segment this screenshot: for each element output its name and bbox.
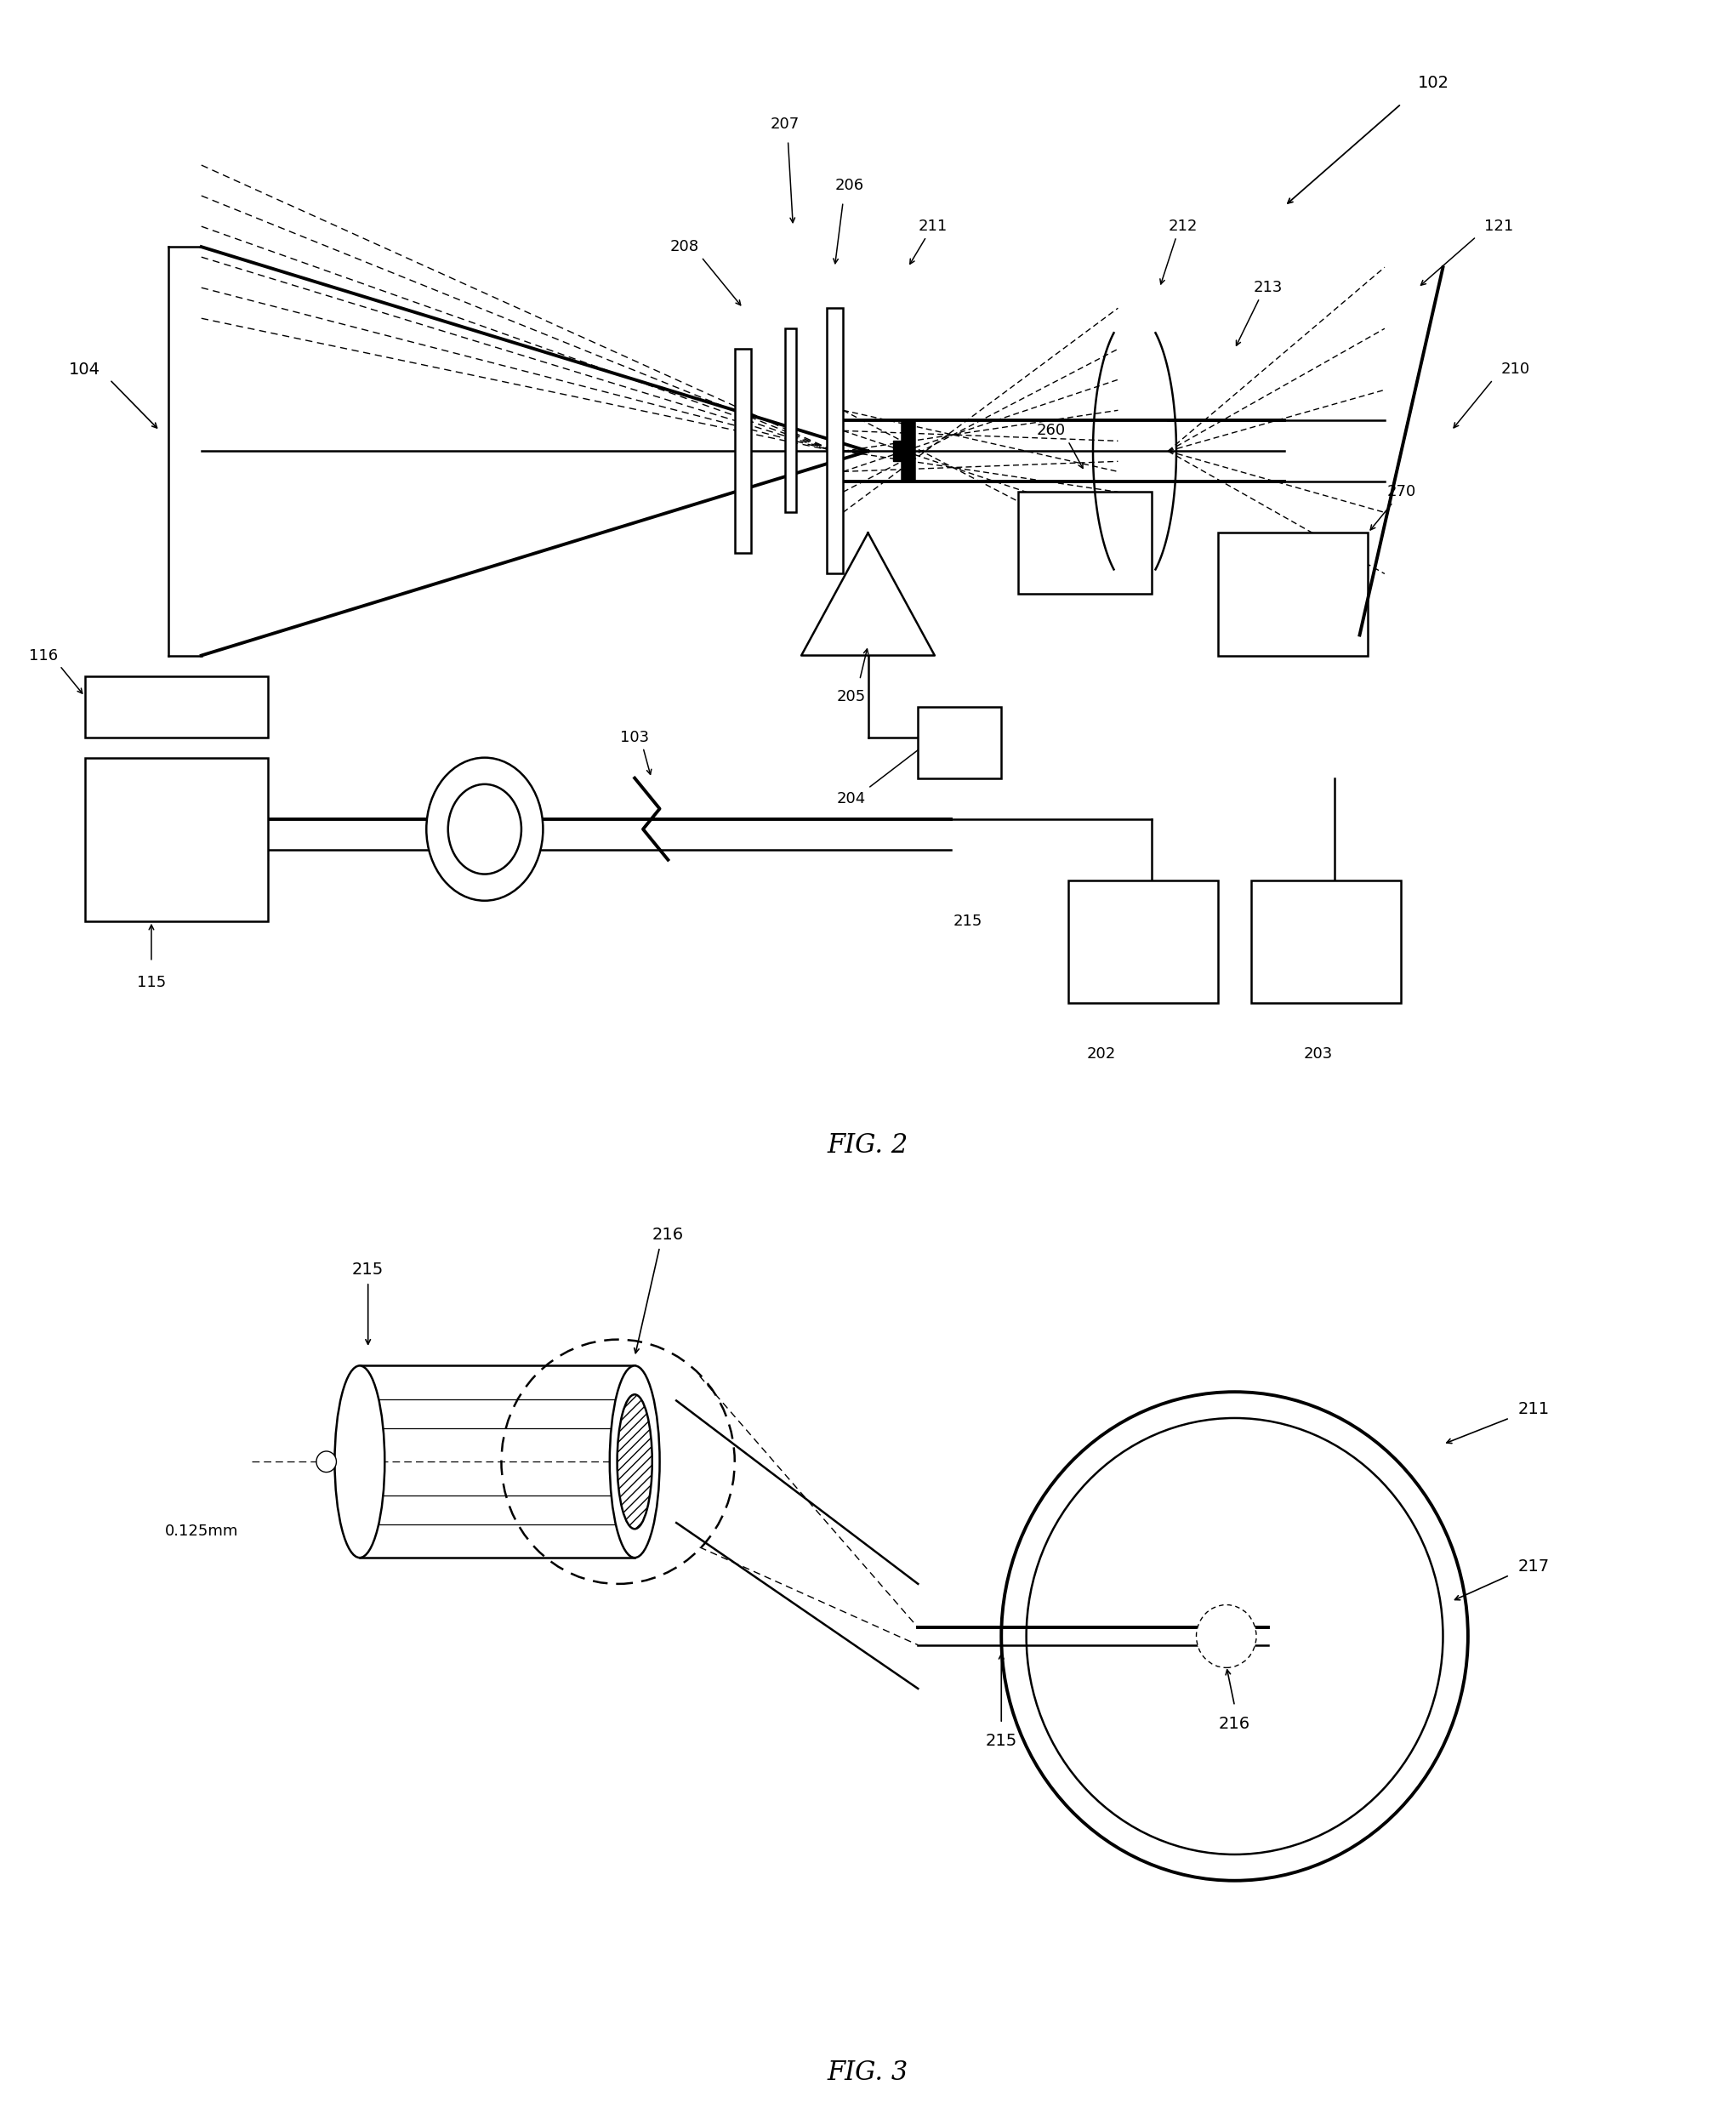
Text: 205: 205 bbox=[837, 688, 866, 703]
Text: 212: 212 bbox=[1168, 219, 1198, 234]
Text: 115: 115 bbox=[137, 975, 167, 990]
Text: 202: 202 bbox=[1087, 1046, 1116, 1062]
Ellipse shape bbox=[335, 1366, 385, 1558]
Text: 213: 213 bbox=[1253, 280, 1283, 295]
Text: 216: 216 bbox=[1219, 1715, 1250, 1732]
Bar bbox=[892, 442, 901, 461]
Text: 217: 217 bbox=[1517, 1558, 1550, 1575]
Circle shape bbox=[1026, 1417, 1443, 1855]
Text: 215: 215 bbox=[953, 914, 983, 929]
Bar bbox=[785, 329, 797, 512]
Text: 121: 121 bbox=[1484, 219, 1514, 234]
Text: 260: 260 bbox=[1036, 423, 1066, 438]
Bar bbox=[85, 676, 267, 737]
Circle shape bbox=[448, 784, 521, 873]
Circle shape bbox=[427, 759, 543, 901]
Bar bbox=[1219, 533, 1368, 654]
Bar bbox=[918, 706, 1002, 778]
Text: 211: 211 bbox=[918, 219, 948, 234]
Text: 206: 206 bbox=[835, 178, 865, 193]
Text: FIG. 2: FIG. 2 bbox=[828, 1133, 908, 1158]
Text: 208: 208 bbox=[670, 240, 700, 255]
Text: 204: 204 bbox=[837, 790, 866, 805]
Text: 103: 103 bbox=[620, 729, 649, 746]
Bar bbox=[1252, 880, 1401, 1003]
Text: 104: 104 bbox=[69, 361, 101, 378]
Bar bbox=[85, 759, 267, 920]
Text: 207: 207 bbox=[771, 117, 799, 132]
Bar bbox=[1068, 880, 1219, 1003]
Text: FIG. 3: FIG. 3 bbox=[828, 2059, 908, 2087]
Text: 215: 215 bbox=[986, 1732, 1017, 1749]
Bar bbox=[901, 421, 915, 482]
Text: 116: 116 bbox=[28, 648, 57, 663]
Text: 216: 216 bbox=[653, 1226, 684, 1243]
Bar bbox=[1017, 493, 1151, 595]
Text: 215: 215 bbox=[352, 1262, 384, 1277]
Text: 210: 210 bbox=[1502, 361, 1531, 376]
Text: 102: 102 bbox=[1418, 74, 1450, 91]
Text: 203: 203 bbox=[1304, 1046, 1333, 1062]
Bar bbox=[734, 348, 752, 552]
Circle shape bbox=[316, 1451, 337, 1473]
Text: 270: 270 bbox=[1387, 484, 1417, 499]
Circle shape bbox=[1002, 1392, 1469, 1881]
Ellipse shape bbox=[609, 1366, 660, 1558]
Text: 0.125mm: 0.125mm bbox=[165, 1524, 238, 1538]
Text: 211: 211 bbox=[1517, 1400, 1550, 1417]
Circle shape bbox=[1196, 1604, 1257, 1668]
Bar bbox=[826, 308, 844, 574]
